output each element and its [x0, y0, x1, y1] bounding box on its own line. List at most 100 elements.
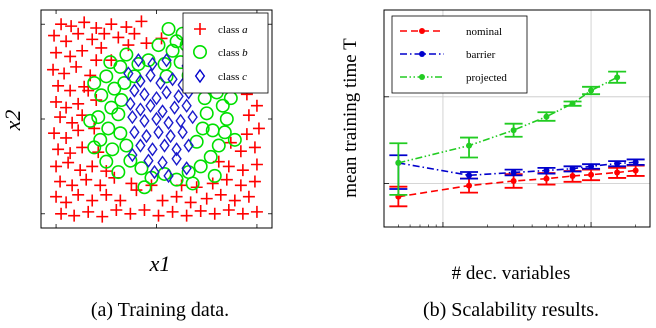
- point-class-c: [161, 53, 172, 68]
- point-class-a: [60, 196, 73, 209]
- data-point-projected: [395, 159, 402, 166]
- point-class-c: [145, 98, 156, 113]
- point-class-a: [242, 190, 255, 203]
- data-point-projected: [614, 74, 621, 81]
- point-class-a: [236, 164, 249, 177]
- point-class-b: [87, 140, 102, 155]
- point-class-a: [250, 99, 263, 112]
- data-point-nominal: [466, 182, 473, 189]
- point-class-a: [68, 209, 81, 222]
- data-point-projected: [569, 100, 576, 107]
- point-class-a: [50, 160, 63, 173]
- point-class-a: [50, 46, 63, 59]
- point-class-b: [117, 75, 132, 90]
- point-class-b: [99, 69, 114, 84]
- point-class-c: [171, 151, 182, 167]
- legend-dot-nominal: [419, 28, 425, 34]
- point-class-a: [60, 35, 73, 48]
- point-class-c: [149, 164, 160, 180]
- point-class-b: [99, 154, 114, 169]
- legend-entry-barrier: barrier: [466, 49, 496, 61]
- caption-a: (a) Training data.: [91, 299, 229, 321]
- point-class-a: [82, 84, 95, 97]
- point-class-a: [50, 190, 63, 203]
- data-point-barrier: [614, 160, 621, 167]
- data-point-nominal: [510, 177, 517, 184]
- point-class-a: [74, 164, 87, 177]
- point-class-b: [185, 176, 200, 191]
- point-class-a: [84, 69, 97, 82]
- point-class-a: [78, 16, 91, 29]
- legend-entry-class-c: class c: [218, 71, 247, 83]
- x-axis-label-b: # dec. variables: [452, 263, 571, 284]
- point-class-a: [125, 177, 138, 190]
- point-class-b: [94, 88, 109, 103]
- point-class-c: [135, 73, 146, 89]
- point-class-c: [143, 153, 154, 168]
- point-class-a: [55, 18, 68, 31]
- point-class-c: [157, 155, 168, 170]
- legend-marker-b: [193, 44, 208, 59]
- point-class-b: [113, 126, 128, 141]
- point-class-a: [200, 192, 213, 205]
- point-class-a: [52, 143, 65, 156]
- point-class-b: [195, 121, 210, 136]
- point-class-a: [86, 194, 99, 207]
- point-class-c: [133, 53, 144, 68]
- point-class-b: [101, 121, 116, 136]
- point-class-a: [66, 116, 79, 129]
- point-class-a: [55, 207, 68, 220]
- data-point-nominal: [632, 167, 639, 174]
- point-class-a: [130, 184, 143, 197]
- axis-ticks-b: [384, 9, 636, 227]
- point-class-a: [234, 145, 247, 158]
- point-class-c: [159, 138, 170, 153]
- point-class-a: [180, 209, 193, 222]
- data-point-nominal: [588, 171, 595, 178]
- point-class-a: [72, 188, 85, 201]
- point-class-b: [219, 112, 234, 127]
- legend-a-markers: [193, 23, 208, 84]
- point-class-c: [139, 87, 150, 102]
- point-class-b: [211, 138, 226, 153]
- point-class-a: [80, 173, 93, 186]
- point-class-a: [58, 67, 71, 80]
- point-class-a: [64, 147, 77, 160]
- point-class-c: [145, 68, 156, 83]
- scalability-chart: nominal barrier projected # dec. variabl…: [340, 9, 651, 321]
- legend-a: class a class b class c: [182, 12, 269, 94]
- point-class-a: [140, 37, 153, 50]
- point-class-c: [183, 138, 194, 153]
- point-class-a: [220, 173, 233, 186]
- point-class-b: [137, 180, 152, 195]
- point-class-a: [76, 44, 89, 57]
- point-class-a: [135, 15, 148, 28]
- point-class-a: [208, 207, 221, 220]
- point-class-b: [151, 38, 166, 53]
- point-class-b: [144, 170, 159, 185]
- data-point-barrier: [588, 163, 595, 170]
- data-point-barrier: [569, 165, 576, 172]
- point-class-a: [184, 196, 197, 209]
- point-class-c: [173, 89, 184, 104]
- legend-b-lines: [400, 28, 444, 80]
- point-class-b: [134, 161, 149, 176]
- point-class-a: [66, 179, 79, 192]
- point-class-a: [54, 111, 67, 124]
- point-class-b: [119, 47, 134, 62]
- legend-dot-barrier: [419, 51, 425, 57]
- point-class-a: [222, 160, 235, 173]
- point-class-a: [128, 27, 141, 40]
- point-class-b: [203, 149, 218, 164]
- point-class-b: [111, 165, 126, 180]
- point-class-b: [227, 132, 242, 147]
- point-class-b: [83, 113, 98, 128]
- data-point-projected: [510, 127, 517, 134]
- point-class-a: [156, 194, 169, 207]
- point-class-a: [228, 194, 241, 207]
- point-class-a: [242, 109, 255, 122]
- point-class-c: [151, 90, 162, 106]
- point-class-a: [86, 160, 99, 173]
- point-class-b: [207, 168, 222, 183]
- point-class-b: [103, 55, 118, 70]
